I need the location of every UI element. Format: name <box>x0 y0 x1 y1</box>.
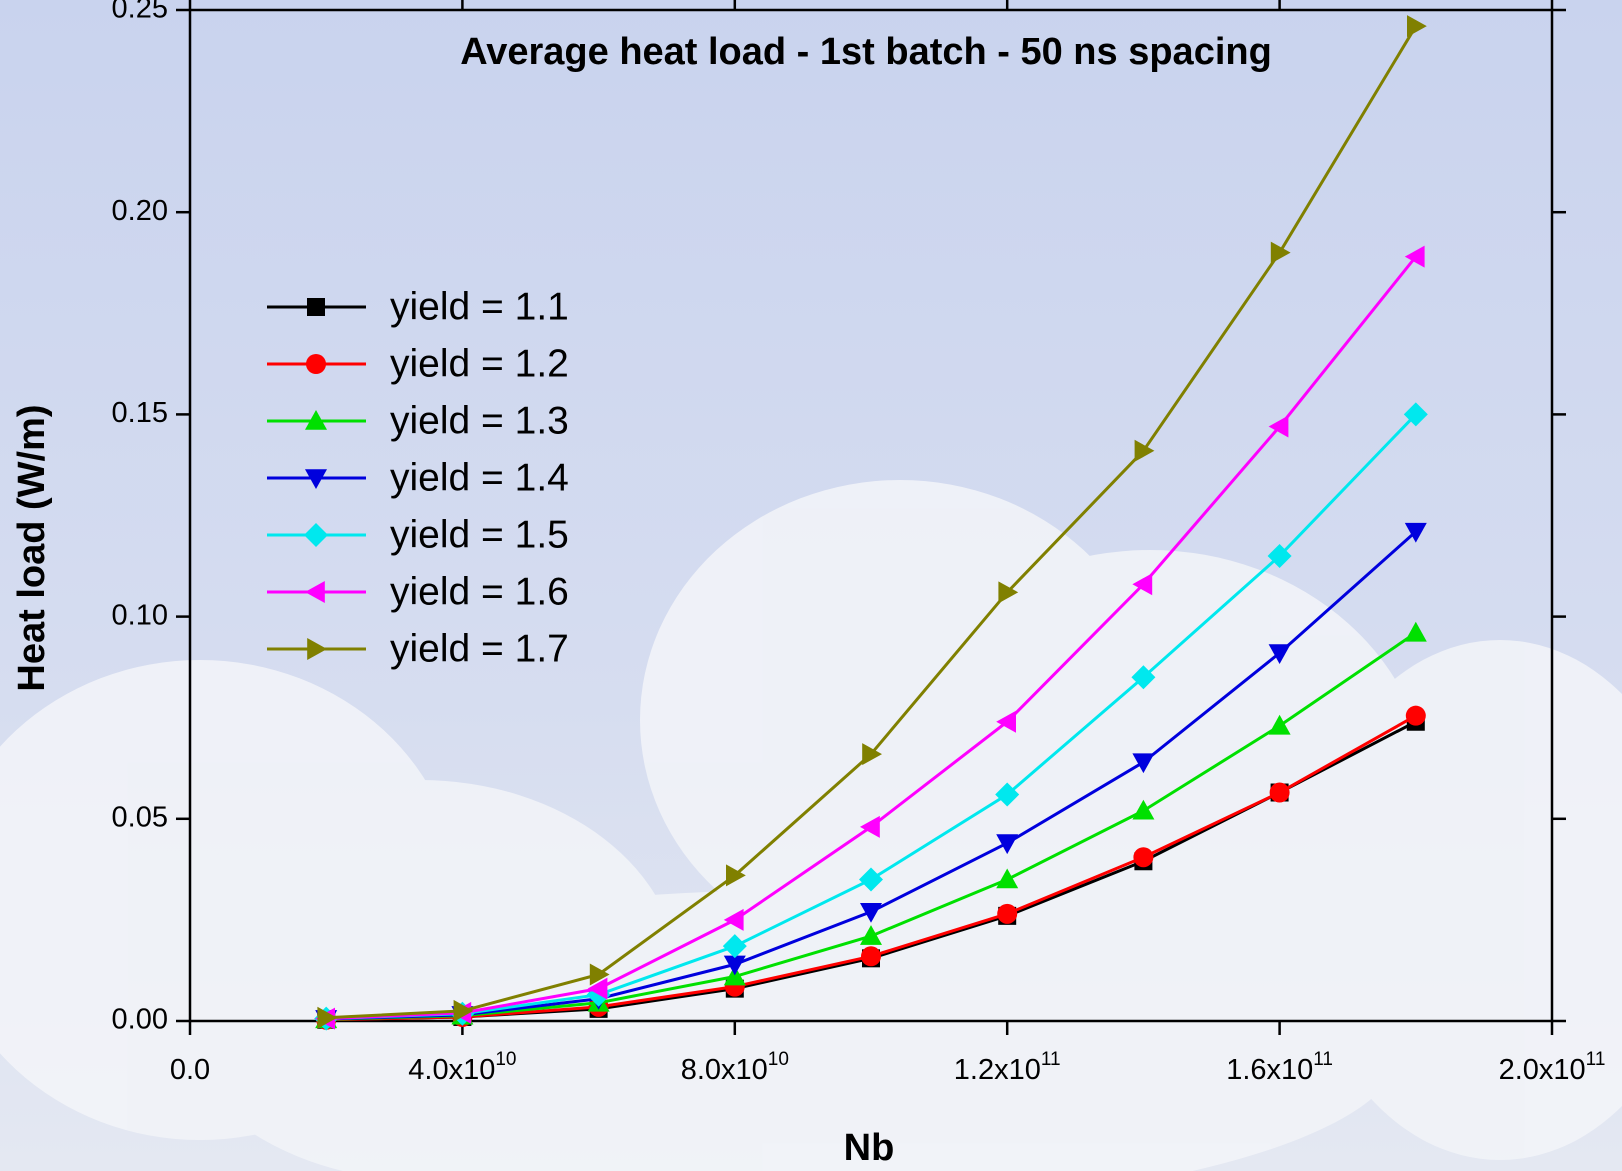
x-tick-label-base: 8.0x10 <box>681 1054 768 1086</box>
data-point <box>1406 706 1426 726</box>
x-tick-label-exponent: 11 <box>1586 1049 1606 1070</box>
legend-label: yield = 1.6 <box>390 570 569 613</box>
legend-label: yield = 1.7 <box>390 627 569 670</box>
chart-title: Average heat load - 1st batch - 50 ns sp… <box>460 31 1272 73</box>
page: {"chart_data": {"type": "line", "title":… <box>0 0 1622 1171</box>
x-tick-label-exponent: 11 <box>1041 1049 1061 1070</box>
y-tick-label: 0.25 <box>112 0 168 25</box>
x-tick-label-base: 0.0 <box>170 1054 210 1086</box>
y-tick-label: 0.00 <box>112 1004 168 1036</box>
legend-label: yield = 1.4 <box>390 456 569 499</box>
legend-marker <box>307 298 325 316</box>
x-tick-label-exponent: 10 <box>768 1049 789 1070</box>
x-tick-label-base: 2.0x10 <box>1499 1054 1586 1086</box>
x-tick-label-base: 1.2x10 <box>954 1054 1041 1086</box>
legend-label: yield = 1.1 <box>390 285 569 328</box>
y-tick-label: 0.20 <box>112 195 168 227</box>
x-tick-label-exponent: 10 <box>495 1049 516 1070</box>
legend-label: yield = 1.3 <box>390 399 569 442</box>
legend-marker <box>306 354 326 374</box>
y-tick-label: 0.05 <box>112 801 168 833</box>
chart: Average heat load - 1st batch - 50 ns sp… <box>0 0 1622 1171</box>
x-tick-label-base: 4.0x10 <box>408 1054 495 1086</box>
x-axis-label: Nb <box>844 1127 895 1169</box>
data-point <box>1270 783 1290 803</box>
legend-label: yield = 1.2 <box>390 342 569 385</box>
x-tick-label-exponent: 11 <box>1313 1049 1333 1070</box>
data-point <box>1133 847 1153 867</box>
x-tick-label: 0.0 <box>170 1054 210 1086</box>
y-tick-label: 0.10 <box>112 599 168 631</box>
y-tick-label: 0.15 <box>112 397 168 429</box>
legend-label: yield = 1.5 <box>390 513 569 556</box>
y-axis-label: Heat load (W/m) <box>11 404 53 691</box>
x-tick-label-base: 1.6x10 <box>1226 1054 1313 1086</box>
data-point <box>997 904 1017 924</box>
data-point <box>861 946 881 966</box>
